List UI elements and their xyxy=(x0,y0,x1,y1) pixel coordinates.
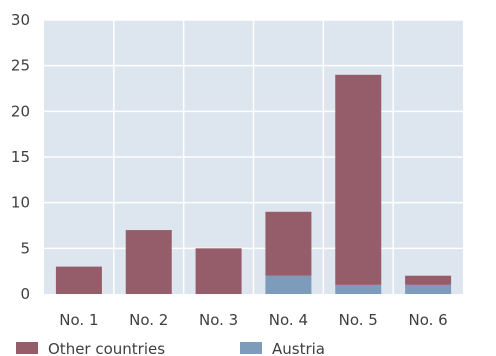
x-tick-label: No. 2 xyxy=(129,311,168,329)
gridlines xyxy=(44,19,463,294)
bar-other-countries-no-3 xyxy=(195,248,242,294)
bar-other-countries-no-2 xyxy=(125,230,172,294)
bar-other-countries-no-1 xyxy=(55,266,102,294)
y-axis-ticks: 0 5 10 15 20 25 30 xyxy=(11,11,30,303)
legend: Other countries Austria xyxy=(16,340,325,356)
legend-swatch-other-countries xyxy=(16,342,38,354)
y-tick-label: 15 xyxy=(11,148,30,166)
legend-swatch-austria xyxy=(240,342,262,354)
bar-other-countries-no-4 xyxy=(265,211,312,276)
bar-other-countries-no-5 xyxy=(335,74,382,285)
x-tick-label: No. 6 xyxy=(408,311,447,329)
y-tick-label: 20 xyxy=(11,102,30,120)
y-tick-label: 5 xyxy=(20,239,30,257)
x-tick-label: No. 1 xyxy=(59,311,98,329)
x-tick-label: No. 3 xyxy=(199,311,238,329)
x-axis-ticks: No. 1 No. 2 No. 3 No. 4 No. 5 No. 6 xyxy=(59,311,447,329)
y-tick-label: 0 xyxy=(20,285,30,303)
x-tick-label: No. 4 xyxy=(269,311,308,329)
y-tick-label: 10 xyxy=(11,194,30,212)
bar-other-countries-no-6 xyxy=(405,275,452,285)
x-tick-label: No. 5 xyxy=(339,311,378,329)
y-tick-label: 30 xyxy=(11,11,30,29)
legend-label-austria: Austria xyxy=(272,340,325,356)
bars xyxy=(55,74,452,294)
bar-austria-no-6 xyxy=(405,284,452,294)
y-tick-label: 25 xyxy=(11,57,30,75)
bar-austria-no-5 xyxy=(335,284,382,294)
bar-austria-no-4 xyxy=(265,275,312,294)
legend-label-other-countries: Other countries xyxy=(48,340,165,356)
